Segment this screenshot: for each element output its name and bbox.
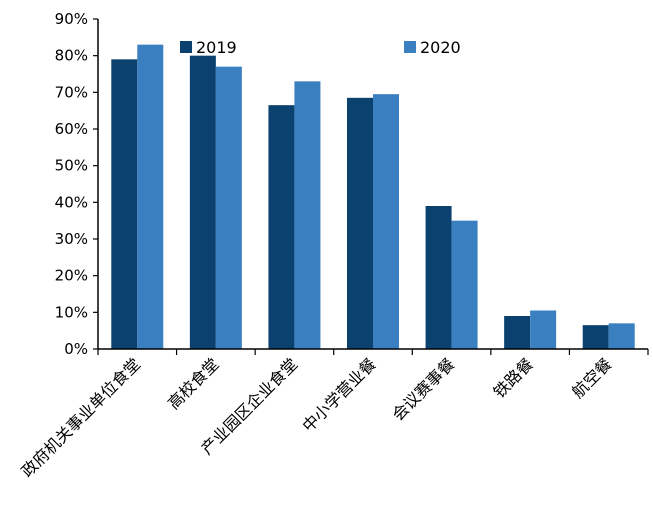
bar-2020-2	[215, 66, 242, 350]
legend-swatch-2020	[404, 41, 416, 53]
x-tick-label: 中小学营业餐	[299, 354, 380, 435]
bar-2020-3	[294, 81, 321, 349]
y-tick-label: 60%	[55, 120, 88, 138]
y-tick-label: 20%	[55, 267, 88, 285]
bar-2019-4	[347, 97, 373, 349]
legend-label-2020: 2020	[420, 38, 461, 57]
legend-swatch-2019	[180, 41, 192, 53]
bar-2020-5	[451, 220, 478, 349]
y-tick-label: 10%	[55, 303, 88, 321]
y-tick-label: 90%	[55, 10, 88, 28]
x-tick-label: 高校食堂	[164, 354, 223, 413]
y-tick-label: 70%	[55, 83, 88, 101]
bar-2019-1	[111, 59, 138, 349]
bar-2020-7	[608, 323, 635, 349]
bar-2019-6	[504, 316, 531, 349]
bar-2020-6	[530, 310, 557, 349]
bar-2019-2	[189, 55, 216, 350]
bar-2019-7	[582, 325, 609, 349]
y-tick-label: 40%	[55, 193, 88, 211]
x-tick-label: 政府机关事业单位食堂	[18, 354, 145, 481]
x-tick-label: 航空餐	[568, 354, 615, 401]
bar-2019-5	[425, 206, 452, 349]
bar-2019-3	[268, 105, 295, 350]
bar-2020-1	[137, 44, 164, 350]
x-tick-label: 铁路餐	[490, 354, 537, 401]
x-tick-label: 会议赛事餐	[388, 354, 458, 424]
y-tick-label: 50%	[55, 157, 88, 175]
y-tick-label: 30%	[55, 230, 88, 248]
bar-2020-4	[373, 94, 399, 350]
legend: 2019 2020	[180, 38, 461, 57]
y-tick-label: 0%	[64, 340, 88, 358]
y-tick-label: 80%	[55, 47, 88, 65]
bars-layer	[111, 44, 635, 350]
legend-label-2019: 2019	[196, 38, 237, 57]
